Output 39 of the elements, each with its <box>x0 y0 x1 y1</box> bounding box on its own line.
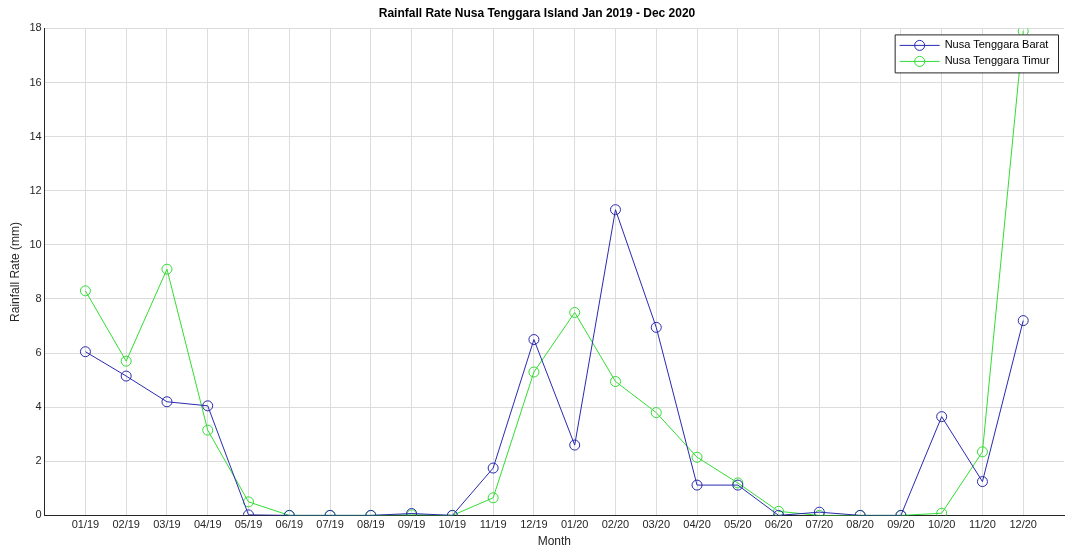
x-tick-label: 06/20 <box>764 518 793 531</box>
x-tick-label: 08/19 <box>357 518 385 531</box>
x-tick-label: 09/20 <box>887 518 915 531</box>
x-tick-label: 11/19 <box>479 518 507 531</box>
x-tick-label: 03/20 <box>642 518 671 531</box>
y-tick-label: 4 <box>35 400 42 413</box>
x-tick-label: 05/20 <box>724 518 752 531</box>
legend-label: Nusa Tenggara Timur <box>944 54 1050 67</box>
x-tick-label: 07/20 <box>805 518 834 531</box>
x-tick-label: 10/20 <box>927 518 956 531</box>
legend-label: Nusa Tenggara Barat <box>944 38 1049 51</box>
x-tick-label: 04/19 <box>193 518 222 531</box>
y-tick-label: 14 <box>29 129 42 142</box>
y-tick-label: 6 <box>35 346 42 359</box>
x-tick-label: 01/20 <box>560 518 589 531</box>
y-tick-label: 8 <box>35 291 42 304</box>
x-tick-label: 07/19 <box>316 518 344 531</box>
x-tick-label: 12/19 <box>520 518 548 531</box>
x-tick-label: 12/20 <box>1009 518 1037 531</box>
x-tick-label: 05/19 <box>234 518 263 531</box>
y-tick-label: 12 <box>29 183 42 196</box>
y-tick-label: 16 <box>29 75 42 88</box>
chart-title: Rainfall Rate Nusa Tenggara Island Jan 2019 - Dec 2020 <box>378 5 696 20</box>
y-tick-label: 0 <box>35 508 42 521</box>
x-tick-label: 08/20 <box>846 518 874 531</box>
x-tick-label: 06/19 <box>275 518 304 531</box>
x-tick-label: 01/19 <box>71 518 100 531</box>
x-tick-label: 09/19 <box>397 518 426 531</box>
x-tick-label: 11/20 <box>969 518 996 531</box>
x-tick-label: 04/20 <box>683 518 711 531</box>
y-axis-title: Rainfall Rate (mm) <box>7 221 22 322</box>
y-tick-label: 2 <box>35 454 42 467</box>
y-tick-label: 18 <box>29 21 42 34</box>
x-tick-label: 02/19 <box>112 518 140 531</box>
y-tick-label: 10 <box>29 237 42 250</box>
x-tick-label: 10/19 <box>438 518 467 531</box>
x-tick-label: 02/20 <box>601 518 630 531</box>
x-tick-label: 03/19 <box>153 518 181 531</box>
x-axis-title: Month <box>537 534 571 549</box>
